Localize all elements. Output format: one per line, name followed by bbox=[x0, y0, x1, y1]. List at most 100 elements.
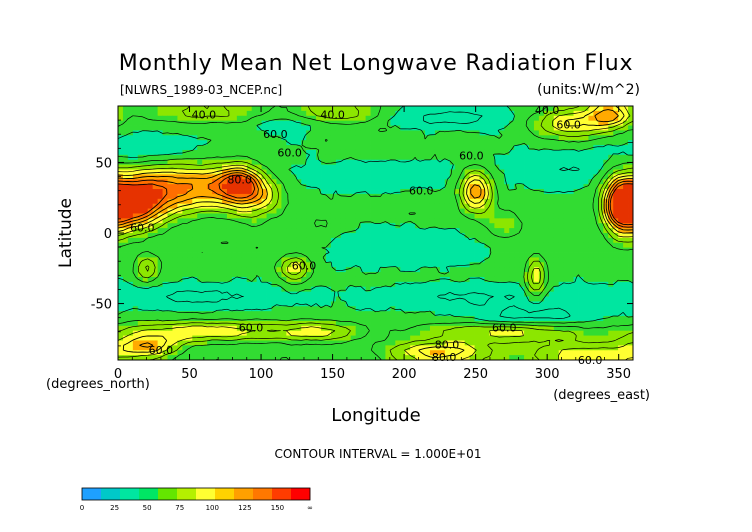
heatmap-cell bbox=[400, 130, 406, 136]
heatmap-cell bbox=[202, 140, 208, 146]
heatmap-cell bbox=[608, 189, 614, 195]
heatmap-cell bbox=[286, 272, 292, 278]
heatmap-cell bbox=[152, 130, 159, 136]
heatmap-cell bbox=[226, 272, 233, 278]
heatmap-cell bbox=[197, 252, 203, 258]
heatmap-cell bbox=[236, 125, 243, 131]
heatmap-cell bbox=[529, 291, 535, 297]
heatmap-cell bbox=[276, 110, 282, 117]
heatmap-cell bbox=[350, 257, 357, 263]
heatmap-cell bbox=[385, 330, 391, 336]
heatmap-cell bbox=[509, 291, 515, 297]
heatmap-cell bbox=[538, 291, 545, 297]
heatmap-cell bbox=[276, 267, 282, 273]
heatmap-cell bbox=[548, 189, 555, 195]
heatmap-cell bbox=[405, 154, 411, 161]
heatmap-cell bbox=[618, 325, 624, 332]
heatmap-cell bbox=[444, 281, 451, 288]
heatmap-cell bbox=[207, 164, 213, 170]
heatmap-cell bbox=[563, 296, 570, 302]
heatmap-cell bbox=[444, 189, 451, 195]
heatmap-cell bbox=[405, 325, 411, 332]
heatmap-cell bbox=[360, 149, 366, 156]
heatmap-cell bbox=[578, 257, 584, 263]
heatmap-cell bbox=[375, 237, 381, 244]
heatmap-cell bbox=[598, 335, 604, 341]
heatmap-cell bbox=[365, 291, 371, 297]
heatmap-cell bbox=[623, 262, 629, 268]
heatmap-cell bbox=[499, 276, 505, 283]
heatmap-cell bbox=[207, 154, 213, 161]
heatmap-cell bbox=[400, 262, 406, 268]
heatmap-cell bbox=[212, 291, 218, 297]
heatmap-cell bbox=[429, 106, 436, 112]
heatmap-cell bbox=[454, 330, 461, 336]
heatmap-cell bbox=[593, 159, 599, 166]
heatmap-cell bbox=[628, 179, 633, 185]
heatmap-cell bbox=[330, 140, 337, 146]
heatmap-cell bbox=[350, 130, 357, 136]
heatmap-cell bbox=[494, 228, 500, 234]
heatmap-cell bbox=[167, 306, 173, 312]
heatmap-cell bbox=[514, 125, 520, 131]
heatmap-cell bbox=[385, 267, 391, 273]
heatmap-cell bbox=[321, 228, 327, 234]
heatmap-cell bbox=[563, 203, 570, 209]
heatmap-cell bbox=[509, 149, 515, 156]
heatmap-cell bbox=[256, 262, 262, 268]
heatmap-cell bbox=[434, 316, 441, 322]
heatmap-cell bbox=[548, 213, 555, 219]
heatmap-cell bbox=[286, 106, 292, 112]
heatmap-cell bbox=[281, 272, 287, 278]
heatmap-cell bbox=[558, 159, 565, 166]
heatmap-cell bbox=[573, 169, 579, 175]
heatmap-cell bbox=[509, 203, 515, 209]
heatmap-cell bbox=[548, 106, 555, 112]
heatmap-cell bbox=[345, 145, 352, 151]
heatmap-cell bbox=[122, 311, 129, 317]
heatmap-cell bbox=[474, 145, 480, 151]
heatmap-cell bbox=[444, 203, 451, 209]
heatmap-cell bbox=[266, 252, 272, 258]
heatmap-cell bbox=[365, 286, 371, 293]
heatmap-cell bbox=[464, 213, 470, 219]
heatmap-cell bbox=[375, 311, 381, 317]
heatmap-cell bbox=[618, 169, 624, 175]
heatmap-cell bbox=[375, 296, 381, 302]
heatmap-cell bbox=[613, 135, 619, 141]
heatmap-cell bbox=[217, 169, 223, 175]
heatmap-cell bbox=[192, 106, 198, 112]
heatmap-cell bbox=[182, 106, 188, 112]
heatmap-cell bbox=[568, 218, 574, 224]
heatmap-cell bbox=[553, 296, 560, 302]
heatmap-cell bbox=[415, 193, 421, 200]
heatmap-cell bbox=[271, 130, 277, 136]
heatmap-cell bbox=[122, 120, 129, 126]
heatmap-cell bbox=[137, 203, 144, 209]
heatmap-cell bbox=[177, 267, 183, 273]
heatmap-cell bbox=[306, 223, 312, 229]
heatmap-cell bbox=[439, 228, 446, 234]
heatmap-cell bbox=[519, 213, 525, 219]
heatmap-cell bbox=[583, 120, 589, 126]
heatmap-cell bbox=[529, 311, 535, 317]
heatmap-cell bbox=[499, 149, 505, 156]
heatmap-cell bbox=[236, 276, 243, 283]
heatmap-cell bbox=[291, 335, 297, 341]
heatmap-cell bbox=[182, 140, 188, 146]
heatmap-cell bbox=[330, 301, 337, 307]
heatmap-cell bbox=[137, 311, 144, 317]
heatmap-cell bbox=[132, 169, 139, 175]
heatmap-cell bbox=[375, 135, 381, 141]
heatmap-cell bbox=[241, 325, 248, 332]
heatmap-cell bbox=[281, 330, 287, 336]
heatmap-cell bbox=[197, 335, 203, 341]
heatmap-cell bbox=[226, 281, 233, 288]
heatmap-cell bbox=[177, 169, 183, 175]
heatmap-cell bbox=[301, 120, 307, 126]
heatmap-cell bbox=[202, 335, 208, 341]
heatmap-cell bbox=[405, 189, 411, 195]
heatmap-cell bbox=[172, 135, 178, 141]
heatmap-cell bbox=[197, 115, 203, 122]
heatmap-cell bbox=[553, 276, 560, 283]
